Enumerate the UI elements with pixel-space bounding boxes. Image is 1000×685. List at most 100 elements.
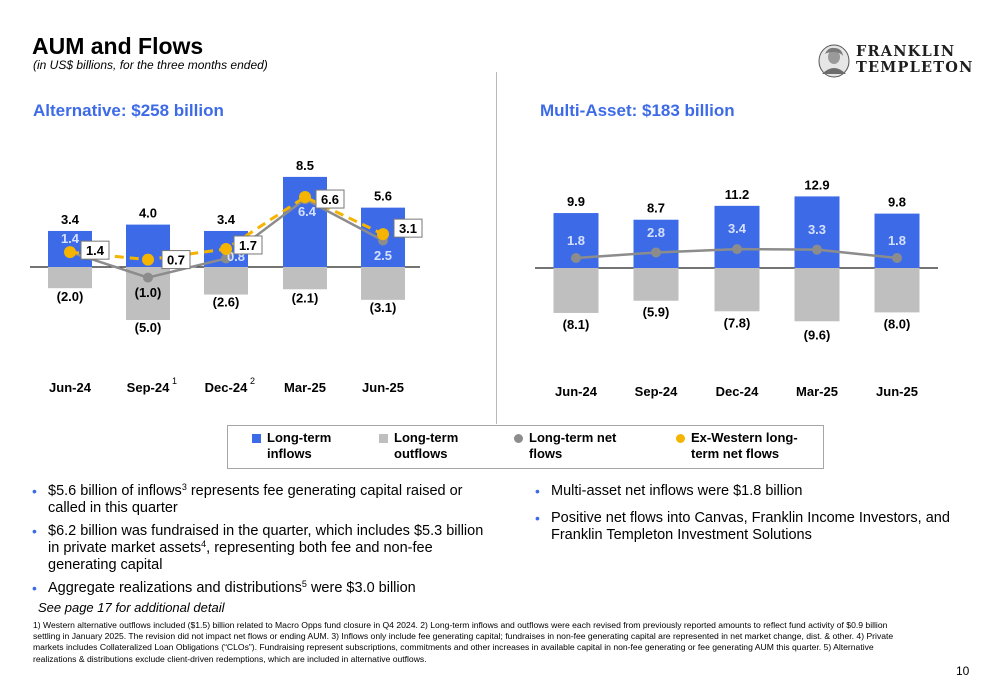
bullet-marker: •	[32, 523, 37, 539]
ex-western-label-box	[80, 240, 110, 260]
net-flow-point	[732, 244, 742, 255]
net-flow-value-label: (1.0)	[135, 285, 162, 300]
bullet-marker: •	[535, 510, 540, 526]
outflow-bar	[204, 267, 248, 295]
alternative-chart-title: Alternative: $258 billion	[33, 101, 224, 120]
legend-item-ex-western: Ex-Western long- term net flows	[676, 430, 798, 462]
bullet-marker: •	[32, 483, 37, 499]
ex-western-label-box	[233, 235, 263, 255]
outflow-bar	[553, 268, 599, 313]
legend-label-net-flows: Long-term net flows	[529, 430, 617, 461]
outflow-value-label: (3.1)	[370, 300, 397, 315]
outflow-value-label: (8.1)	[563, 317, 590, 332]
page-subtitle: (in US$ billions, for the three months e…	[33, 58, 268, 72]
category-label: Mar-25	[796, 384, 838, 399]
outflow-value-label: (9.6)	[804, 327, 831, 342]
net-flow-point	[812, 244, 822, 255]
inflow-value-label: 12.9	[804, 177, 829, 192]
net-flow-point	[892, 253, 902, 264]
inflow-value-label: 3.4	[61, 212, 80, 227]
outflow-bar	[874, 268, 920, 313]
ex-western-point	[142, 253, 154, 266]
net-flow-point	[143, 272, 153, 283]
legend-marker-net-flows	[514, 434, 523, 443]
outflow-bar	[714, 268, 760, 312]
ex-western-point	[299, 191, 311, 204]
inflow-bar	[714, 205, 760, 268]
net-flow-value-label: 6.4	[298, 204, 317, 219]
logo-line-1: FRANKLIN	[856, 43, 956, 60]
inflow-value-label: 8.5	[296, 158, 314, 173]
inflow-bar	[794, 196, 840, 268]
outflow-bar	[283, 267, 327, 290]
legend-swatch-inflows	[252, 434, 261, 443]
category-label: Sep-24	[127, 380, 170, 395]
net-flow-value-label: 1.8	[888, 233, 906, 248]
chart-legend: Long-term inflows Long-term outflows Lon…	[227, 425, 824, 469]
net-flow-value-label: 1.8	[567, 233, 585, 248]
outflow-value-label: (5.9)	[643, 305, 670, 320]
legend-label-outflows: Long-term outflows	[394, 430, 459, 461]
ex-western-label-box	[315, 189, 345, 209]
category-label: Sep-24	[635, 384, 678, 399]
net-flow-point	[221, 253, 231, 264]
footnote-ref: 4	[201, 539, 207, 549]
category-footnote-ref: 1	[172, 376, 177, 386]
inflow-value-label: 3.4	[217, 212, 236, 227]
ex-western-value-label: 1.7	[239, 238, 257, 253]
ex-western-value-label: 6.6	[321, 192, 339, 207]
outflow-value-label: (2.0)	[57, 289, 84, 304]
ex-western-value-label: 0.7	[167, 253, 185, 268]
category-label: Mar-25	[284, 380, 326, 395]
net-flow-value-label: 2.8	[647, 225, 665, 240]
page-number: 10	[956, 664, 970, 678]
alternative-bullet: • $6.2 billion was fundraised in the quar…	[32, 523, 484, 573]
net-flow-point	[651, 247, 661, 258]
outflow-value-label: (8.0)	[884, 316, 911, 331]
vertical-divider	[496, 72, 497, 424]
outflow-bar	[361, 267, 405, 300]
outflow-bar	[48, 267, 92, 289]
category-label: Jun-25	[876, 384, 918, 399]
legend-item-outflows: Long-term outflows	[379, 430, 458, 462]
alternative-bullet: • Aggregate realizations and distribution…	[32, 579, 416, 597]
additional-detail-note: See page 17 for additional detail	[38, 600, 225, 615]
multi-asset-flows-chart: 9.9 (8.1) Jun-24 8.7 (5.9) Sep-24 11.2 (7.8) Dec…	[535, 177, 938, 399]
outflow-value-label: (2.6)	[213, 295, 240, 310]
inflow-value-label: 9.8	[888, 195, 906, 210]
inflow-bar	[633, 219, 679, 268]
legend-label-inflows: Long-term inflows	[267, 430, 332, 461]
multi-asset-bullet: • Multi-asset net inflows were $1.8 billi…	[535, 483, 803, 499]
net-flow-point	[571, 253, 581, 264]
alternative-flows-chart: 3.4 (2.0) Jun-24 4.0 (5.0) Sep-24 1 3.4 (2.6) Dec…	[30, 158, 423, 395]
franklin-templeton-logo: FRANKLIN TEMPLETON	[816, 44, 974, 78]
footnotes: 1) Western alternative outflows included…	[33, 620, 894, 664]
bullet-marker: •	[535, 483, 540, 499]
inflow-value-label: 8.7	[647, 201, 665, 216]
legend-item-net-flows: Long-term net flows	[514, 430, 616, 462]
ex-western-point	[64, 246, 76, 259]
ex-western-label-box	[161, 250, 191, 270]
franklin-portrait-icon	[818, 44, 850, 78]
category-label: Dec-24	[205, 380, 248, 395]
category-label: Dec-24	[716, 384, 759, 399]
category-label: Jun-25	[362, 380, 404, 395]
logo-line-2: TEMPLETON	[856, 59, 974, 76]
multi-asset-chart-title: Multi-Asset: $183 billion	[540, 101, 735, 120]
outflow-value-label: (7.8)	[724, 315, 751, 330]
net-flow-value-label: 3.3	[808, 222, 826, 237]
ex-western-point	[377, 228, 389, 241]
legend-item-inflows: Long-term inflows	[252, 430, 331, 462]
net-flow-value-label: 1.4	[61, 231, 80, 246]
inflow-value-label: 11.2	[725, 187, 750, 202]
footnote-ref: 5	[301, 579, 307, 589]
footnote-ref: 3	[181, 482, 187, 492]
legend-swatch-outflows	[379, 434, 388, 443]
net-flow-value-label: 3.4	[728, 221, 747, 236]
category-label: Jun-24	[49, 380, 92, 395]
ex-western-value-label: 3.1	[399, 221, 417, 236]
outflow-bar	[794, 268, 840, 322]
ex-western-label-box	[393, 218, 423, 238]
category-label: Jun-24	[555, 384, 598, 399]
alternative-bullet: • $5.6 billion of inflows3 represents fee…	[32, 482, 463, 517]
